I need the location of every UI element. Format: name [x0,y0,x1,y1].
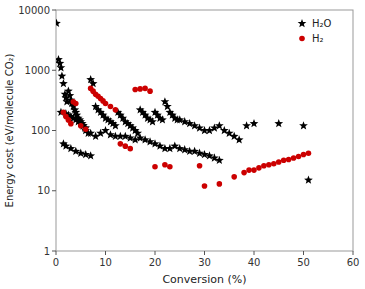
point [271,161,277,167]
x-tick-label: 40 [248,257,261,268]
x-tick [353,251,354,255]
y-tick-label: 1 [44,246,50,257]
point [304,176,313,184]
x-tick-label: 10 [99,257,112,268]
point [296,154,302,160]
y-tick [52,130,56,131]
point [251,167,257,173]
y-tick-label: 1000 [25,65,50,76]
point [235,135,244,143]
chart: 0 10 20 30 40 50 60 1 10 100 1000 10000 Conversion (… [0,0,365,289]
point [132,87,138,93]
point [202,183,208,189]
point [83,126,89,132]
legend-marker [299,36,305,42]
y-tick [52,251,56,252]
point [175,115,184,123]
y-tick-label: 10000 [18,5,50,16]
point [215,121,224,129]
point [163,102,172,110]
data-points [56,19,313,189]
point [286,157,292,163]
point [190,147,199,155]
point [147,88,153,94]
x-tick-label: 20 [149,257,162,268]
axes: 0 10 20 30 40 50 60 1 10 100 1000 10000 [18,5,359,269]
point [158,115,167,123]
point [291,155,297,161]
y-axis-label: Energy cost (eV/molecule CO₂) [4,53,15,207]
point [73,101,79,107]
point [68,121,74,127]
point [241,170,247,176]
point [242,121,251,129]
point [162,162,168,168]
y-tick [52,70,56,71]
point [167,164,173,170]
x-tick [303,251,304,255]
point [215,156,224,164]
point [250,119,259,127]
x-tick [254,251,255,255]
point [86,151,95,159]
point [123,143,129,149]
legend-label: H₂ [312,33,324,44]
legend-label: H₂O [312,18,332,29]
point [108,104,114,110]
x-tick-label: 50 [297,257,310,268]
x-tick-label: 30 [198,257,211,268]
x-tick [204,251,205,255]
plot-frame [56,10,353,251]
point [148,117,157,125]
point [126,133,135,141]
point [299,121,308,129]
point [246,167,252,173]
point [103,101,109,107]
x-axis-label: Conversion (%) [162,273,246,286]
point [64,87,73,95]
point [78,123,84,129]
x-tick [56,251,57,255]
point [306,150,312,156]
point [231,174,237,180]
point [261,163,267,169]
point [101,126,110,134]
point [113,107,119,113]
point [197,163,203,169]
y-tick [52,190,56,191]
point [137,86,143,92]
y-tick-label: 100 [31,125,50,136]
point [136,133,145,141]
x-tick [155,251,156,255]
series-1 [61,86,312,189]
point [65,91,74,99]
point [127,146,133,152]
point [301,152,307,158]
point [217,181,223,187]
point [71,147,80,155]
series-0 [56,19,313,184]
point [111,121,120,129]
x-tick [105,251,106,255]
point [152,164,158,170]
y-tick [52,10,56,11]
point [57,63,66,71]
y-tick-label: 10 [37,185,50,196]
legend: H₂O H₂ [298,18,332,44]
point [56,19,61,27]
point [58,71,67,79]
x-tick-label: 0 [53,257,59,268]
point [142,86,148,92]
point [266,162,272,168]
point [276,159,282,165]
x-tick-label: 60 [347,257,360,268]
point [256,165,262,171]
point [274,119,283,127]
point [281,158,287,164]
legend-marker [298,19,307,27]
point [59,79,68,87]
point [118,141,124,147]
